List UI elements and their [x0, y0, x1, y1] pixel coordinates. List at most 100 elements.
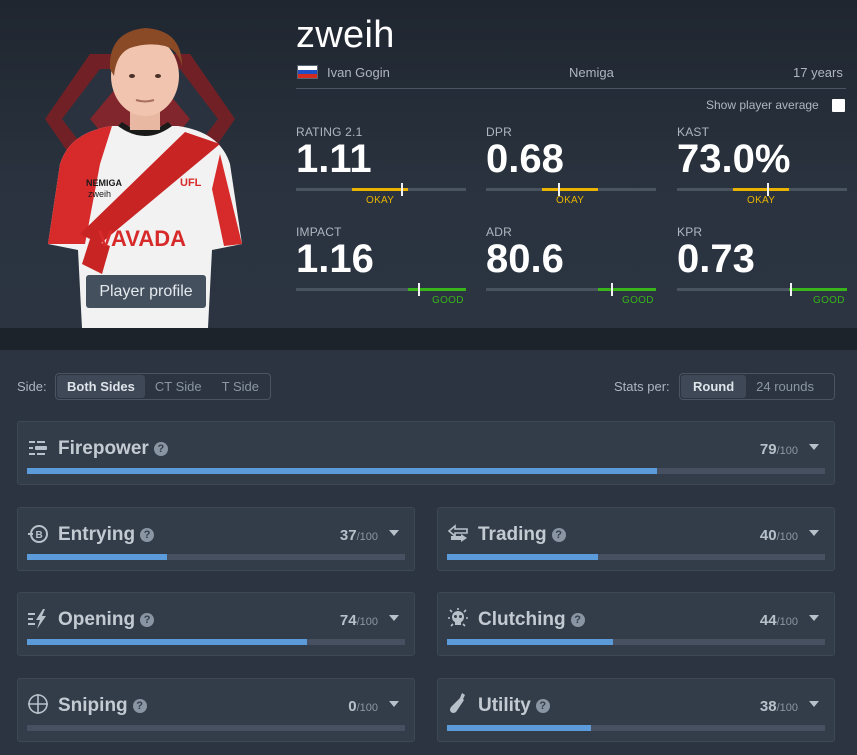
- svg-text:B: B: [36, 530, 43, 541]
- stat-kpr: KPR 0.73 GOOD: [677, 225, 847, 315]
- stat-gauge: [677, 183, 847, 196]
- sniping-bar: [27, 725, 405, 731]
- help-icon[interactable]: ?: [570, 613, 585, 627]
- player-age: 17 years: [793, 65, 843, 80]
- stats-per-filter: Round 24 rounds: [679, 373, 835, 400]
- stat-value: 0.68: [486, 137, 564, 181]
- stat-gauge: [486, 183, 656, 196]
- clutching-score: 44/100: [759, 612, 798, 629]
- side-filter-label: Side:: [17, 379, 47, 394]
- section-divider: [0, 328, 857, 350]
- firepower-icon: [29, 441, 47, 455]
- opening-bar: [27, 639, 405, 645]
- firepower-title: Firepower?: [58, 438, 168, 460]
- help-icon[interactable]: ?: [153, 442, 168, 456]
- stat-status: GOOD: [622, 295, 654, 306]
- utility-title: Utility?: [478, 695, 550, 717]
- utility-bar: [447, 725, 825, 731]
- player-profile-button[interactable]: Player profile: [86, 275, 206, 308]
- help-icon[interactable]: ?: [132, 699, 147, 713]
- show-average-label: Show player average: [706, 98, 819, 112]
- stat-status: GOOD: [813, 295, 845, 306]
- jersey-league-text: UFL: [180, 177, 202, 189]
- per-round-option[interactable]: Round: [681, 375, 747, 398]
- stat-gauge: [296, 283, 466, 296]
- utility-card[interactable]: Utility? 38/100: [437, 678, 835, 742]
- opening-title: Opening?: [58, 609, 155, 631]
- sniping-score: 0/100: [348, 698, 378, 715]
- help-icon[interactable]: ?: [140, 528, 155, 542]
- jersey-sponsor-text: VAVADA: [98, 226, 186, 251]
- stat-status: OKAY: [556, 195, 585, 206]
- side-both-option[interactable]: Both Sides: [57, 375, 145, 398]
- sniping-title: Sniping?: [58, 695, 147, 717]
- entrying-score: 37/100: [339, 527, 378, 544]
- utility-score: 38/100: [759, 698, 798, 715]
- trading-score: 40/100: [759, 527, 798, 544]
- clutching-icon: [448, 608, 468, 627]
- chevron-down-icon[interactable]: [809, 444, 819, 450]
- opening-icon: [28, 609, 46, 629]
- stat-status: OKAY: [366, 195, 395, 206]
- clutching-card[interactable]: Clutching? 44/100: [437, 592, 835, 656]
- stat-value: 73.0%: [677, 137, 791, 181]
- info-divider: [296, 88, 846, 89]
- sniping-icon: [28, 694, 48, 714]
- stat-value: 1.16: [296, 237, 374, 281]
- chevron-down-icon[interactable]: [389, 615, 399, 621]
- help-icon[interactable]: ?: [551, 528, 566, 542]
- firepower-score: 79/100: [759, 441, 798, 458]
- utility-icon: [450, 693, 465, 713]
- jersey-player-text: zweih: [88, 189, 111, 199]
- side-filter: Both Sides CT Side T Side: [55, 373, 271, 400]
- chevron-down-icon[interactable]: [389, 530, 399, 536]
- stat-status: GOOD: [432, 295, 464, 306]
- help-icon[interactable]: ?: [140, 613, 155, 627]
- entrying-title: Entrying?: [58, 524, 155, 546]
- russia-flag-icon: [297, 65, 318, 79]
- trading-icon: [447, 524, 468, 542]
- player-nickname: zweih: [296, 14, 395, 56]
- player-real-name: Ivan Gogin: [327, 65, 390, 80]
- stat-value: 80.6: [486, 237, 564, 281]
- stat-label: DPR: [486, 125, 512, 139]
- stat-label: RATING 2.1: [296, 125, 363, 139]
- firepower-bar: [27, 468, 825, 474]
- entrying-card[interactable]: B Entrying? 37/100: [17, 507, 415, 571]
- stat-impact: IMPACT 1.16 GOOD: [296, 225, 466, 315]
- clutching-title: Clutching?: [478, 609, 585, 631]
- stat-value: 1.11: [296, 137, 372, 181]
- firepower-card[interactable]: Firepower? 79/100: [17, 421, 835, 485]
- stat-label: KPR: [677, 225, 703, 239]
- stat-gauge: [486, 283, 656, 296]
- stat-adr: ADR 80.6 GOOD: [486, 225, 656, 315]
- chevron-down-icon[interactable]: [809, 530, 819, 536]
- help-icon[interactable]: ?: [535, 699, 550, 713]
- stat-label: IMPACT: [296, 225, 342, 239]
- side-t-option[interactable]: T Side: [221, 379, 259, 394]
- stat-kast: KAST 73.0% OKAY: [677, 125, 847, 215]
- side-ct-option[interactable]: CT Side: [154, 379, 202, 394]
- show-average-checkbox[interactable]: [832, 99, 845, 112]
- stats-per-label: Stats per:: [614, 379, 670, 394]
- stat-status: OKAY: [747, 195, 776, 206]
- stat-dpr: DPR 0.68 OKAY: [486, 125, 656, 215]
- player-header: NEMIGA zweih UFL VAVADA Player profile z…: [0, 0, 857, 328]
- stat-value: 0.73: [677, 237, 755, 281]
- player-team[interactable]: Nemiga: [569, 65, 614, 80]
- entrying-bar: [27, 554, 405, 560]
- trading-card[interactable]: Trading? 40/100: [437, 507, 835, 571]
- sniping-card[interactable]: Sniping? 0/100: [17, 678, 415, 742]
- stat-label: KAST: [677, 125, 710, 139]
- opening-card[interactable]: Opening? 74/100: [17, 592, 415, 656]
- clutching-bar: [447, 639, 825, 645]
- jersey-team-text: NEMIGA: [86, 178, 123, 188]
- chevron-down-icon[interactable]: [809, 615, 819, 621]
- chevron-down-icon[interactable]: [809, 701, 819, 707]
- opening-score: 74/100: [339, 612, 378, 629]
- trading-bar: [447, 554, 825, 560]
- trading-title: Trading?: [478, 524, 566, 546]
- per-24-rounds-option[interactable]: 24 rounds: [756, 379, 814, 394]
- chevron-down-icon[interactable]: [389, 701, 399, 707]
- stat-label: ADR: [486, 225, 512, 239]
